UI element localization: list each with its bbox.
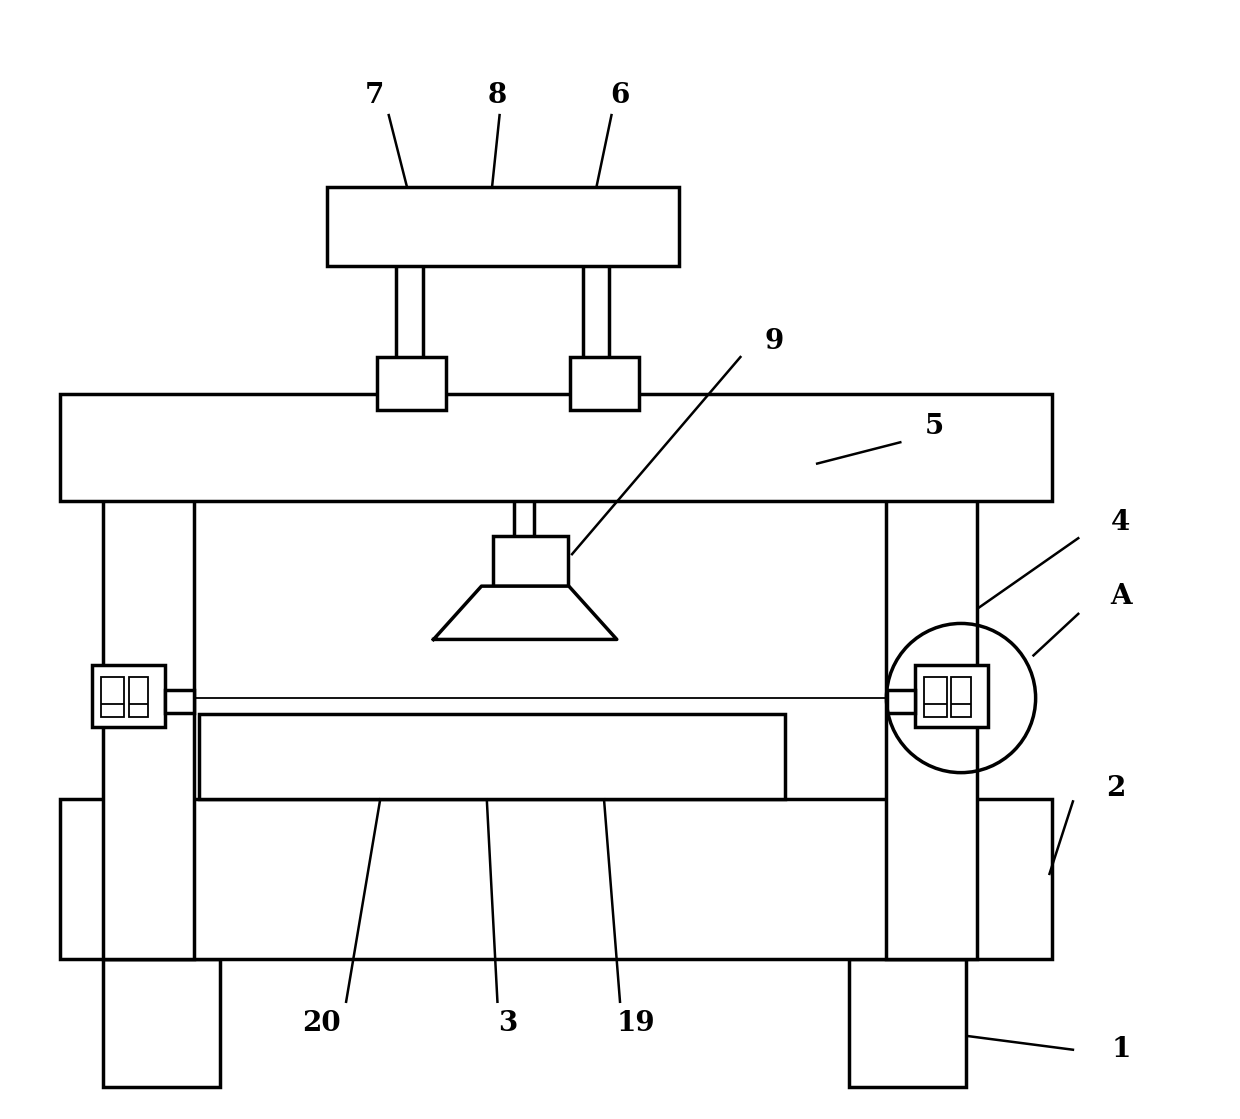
Bar <box>494 536 568 586</box>
Bar <box>61 394 1052 501</box>
Bar <box>377 357 446 411</box>
Bar <box>570 357 639 411</box>
Bar <box>100 677 124 717</box>
Bar <box>165 689 193 713</box>
Text: 3: 3 <box>498 1009 518 1036</box>
Text: 7: 7 <box>366 83 384 110</box>
Bar <box>93 665 165 727</box>
Bar <box>103 959 221 1087</box>
Bar <box>327 187 678 266</box>
Bar <box>951 677 971 717</box>
Bar <box>61 799 1052 959</box>
Bar <box>915 665 988 727</box>
Text: A: A <box>1110 583 1132 610</box>
Bar <box>924 677 947 717</box>
Bar <box>849 959 966 1087</box>
Text: 9: 9 <box>765 328 784 355</box>
Text: 5: 5 <box>925 413 944 440</box>
Text: 19: 19 <box>616 1009 655 1036</box>
Bar <box>887 480 977 959</box>
Bar <box>129 677 148 717</box>
Bar <box>103 480 193 959</box>
Text: 8: 8 <box>487 83 507 110</box>
Text: 4: 4 <box>1111 509 1131 536</box>
Text: 2: 2 <box>1106 775 1125 802</box>
Bar <box>888 689 915 713</box>
Text: 6: 6 <box>610 83 630 110</box>
Text: 20: 20 <box>303 1009 341 1036</box>
Text: 1: 1 <box>1111 1036 1131 1063</box>
Bar <box>200 714 785 799</box>
Polygon shape <box>434 586 616 639</box>
